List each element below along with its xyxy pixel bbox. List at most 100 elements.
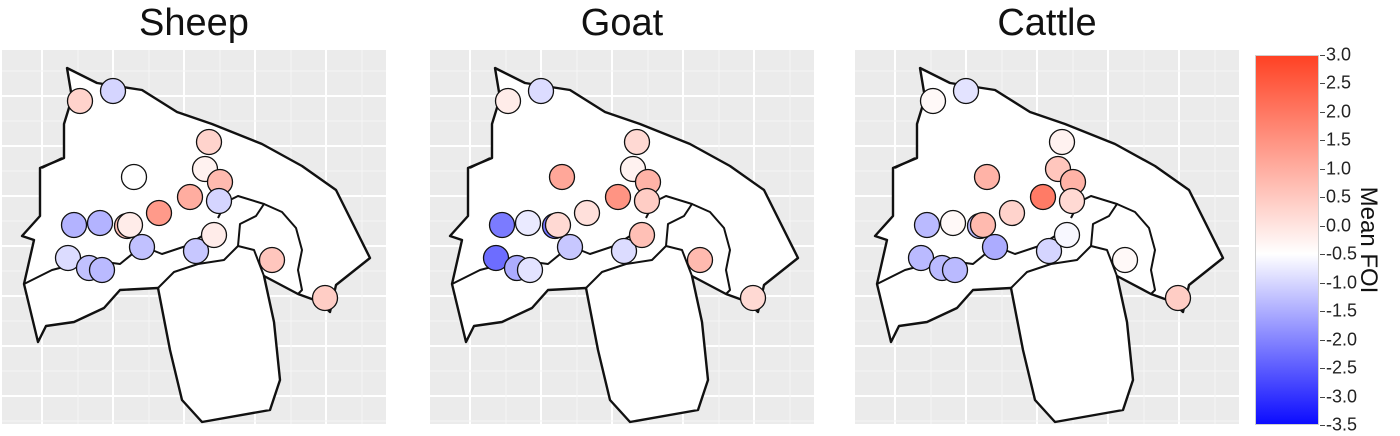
site-point	[1029, 183, 1057, 211]
site-point	[1053, 221, 1081, 249]
map-cattle	[855, 50, 1239, 424]
site-point	[311, 284, 339, 312]
legend-tick-mark	[1320, 225, 1325, 227]
legend-tick-mark	[1320, 83, 1325, 85]
legend-ticks: 3.0 2.5 2.0 1.5 1.0 0.5 0.0 -0.5 -1.0 -1.5 -2.0 -2.…	[1250, 45, 1380, 435]
legend-tick-label: -1.0	[1326, 272, 1358, 293]
legend-tick-mark	[1320, 254, 1325, 256]
site-point	[952, 77, 980, 105]
legend-tick-mark	[1320, 311, 1325, 313]
district-border	[23, 235, 203, 285]
site-point	[739, 284, 767, 312]
legend-tick-label: -2.5	[1326, 357, 1358, 378]
panel-title: Goat	[580, 2, 664, 44]
site-point	[939, 209, 967, 237]
legend-tick-label: 3.0	[1326, 44, 1352, 65]
site-point	[128, 233, 156, 261]
site-point	[973, 163, 1001, 191]
legend-tick-mark	[1320, 425, 1325, 426]
legend-tick-mark	[1320, 396, 1325, 398]
panel-sheep: Sheep	[2, 0, 386, 430]
site-point	[969, 211, 997, 239]
site-point	[116, 211, 144, 239]
site-point	[120, 163, 148, 191]
site-point	[623, 128, 651, 156]
site-point	[604, 183, 632, 211]
sampling-sites	[54, 77, 339, 312]
legend-tick-label: -3.5	[1326, 414, 1358, 435]
site-point	[488, 211, 516, 239]
legend-tick-mark	[1320, 368, 1325, 370]
legend-tick-mark	[1320, 197, 1325, 199]
site-point	[88, 256, 116, 284]
site-point	[913, 211, 941, 239]
district-border	[665, 245, 693, 277]
site-point	[527, 77, 555, 105]
site-point	[60, 211, 88, 239]
legend-tick-mark	[1320, 140, 1325, 142]
site-point	[573, 199, 601, 227]
panel-cattle: Cattle	[855, 0, 1239, 430]
legend-tick-mark	[1320, 168, 1325, 170]
legend-tick-mark	[1320, 282, 1325, 284]
site-point	[176, 183, 204, 211]
panel-goat: Goat	[430, 0, 814, 430]
site-point	[919, 87, 947, 115]
legend-tick-label: 1.5	[1326, 129, 1352, 150]
sampling-sites	[907, 77, 1192, 312]
legend-color-bar	[1255, 55, 1319, 425]
site-point	[66, 87, 94, 115]
district-border	[1010, 195, 1118, 289]
legend-tick-mark	[1320, 111, 1325, 113]
legend-tick-label: 1.0	[1326, 158, 1352, 179]
site-point	[941, 256, 969, 284]
site-point	[145, 199, 173, 227]
sampling-sites	[482, 77, 767, 312]
legend-tick-label: 2.0	[1326, 101, 1352, 122]
panel-title: Sheep	[139, 2, 249, 44]
site-point	[99, 77, 127, 105]
site-point	[1048, 128, 1076, 156]
site-point	[998, 199, 1026, 227]
legend-tick-mark	[1320, 339, 1325, 341]
site-point	[610, 237, 638, 265]
site-point	[544, 211, 572, 239]
legend-tick-label: 2.5	[1326, 72, 1352, 93]
site-point	[628, 221, 656, 249]
site-point	[1058, 187, 1086, 215]
legend-tick-label: -2.0	[1326, 329, 1358, 350]
district-border	[451, 235, 631, 285]
legend-tick-mark	[1320, 55, 1325, 56]
map-goat	[430, 50, 814, 424]
site-point	[1111, 246, 1139, 274]
color-legend: 3.0 2.5 2.0 1.5 1.0 0.5 0.0 -0.5 -1.0 -1.5 -2.0 -2.…	[1250, 45, 1400, 435]
district-border	[263, 203, 303, 295]
site-point	[182, 237, 210, 265]
district-border	[894, 157, 916, 169]
legend-tick-label: 0.0	[1326, 215, 1352, 236]
map-sheep	[2, 50, 386, 424]
legend-tick-label: -3.0	[1326, 386, 1358, 407]
site-point	[195, 128, 223, 156]
district-border	[157, 195, 265, 289]
district-border	[469, 157, 491, 169]
legend-title: Mean FOI	[1355, 186, 1382, 294]
site-point	[981, 233, 1009, 261]
legend-tick-label: 0.5	[1326, 186, 1352, 207]
legend-tick-label: -1.5	[1326, 300, 1358, 321]
site-point	[1164, 284, 1192, 312]
site-point	[633, 187, 661, 215]
district-border	[1116, 203, 1156, 295]
legend-tick-label: -0.5	[1326, 243, 1358, 264]
panel-title: Cattle	[997, 2, 1097, 44]
district-border	[237, 245, 265, 277]
site-point	[548, 163, 576, 191]
site-point	[494, 87, 522, 115]
district-border	[1090, 245, 1118, 277]
site-point	[686, 246, 714, 274]
site-point	[556, 233, 584, 261]
site-point	[205, 187, 233, 215]
district-border	[876, 235, 1056, 285]
district-border	[41, 157, 63, 169]
site-point	[1035, 237, 1063, 265]
